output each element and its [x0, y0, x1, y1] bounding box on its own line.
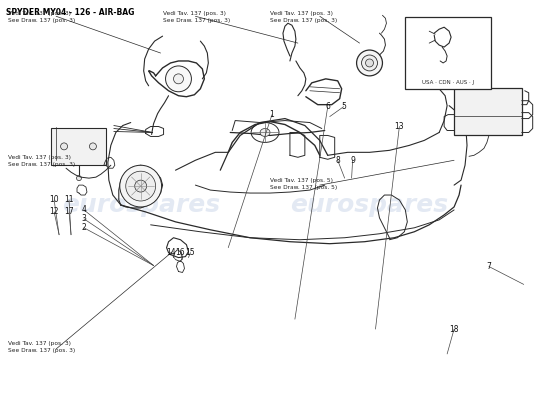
Text: 11: 11	[64, 196, 74, 204]
Ellipse shape	[361, 55, 377, 71]
Ellipse shape	[76, 176, 81, 181]
Text: eurospares: eurospares	[290, 193, 449, 217]
Text: Vedi Tav. 137 (pos. 3)
See Draw. 137 (pos. 3): Vedi Tav. 137 (pos. 3) See Draw. 137 (po…	[8, 155, 75, 167]
Bar	[454, 88, 522, 136]
Ellipse shape	[120, 165, 162, 207]
Text: Vedi Tav. 137 (pos. 3)
See Draw. 137 (pos. 3): Vedi Tav. 137 (pos. 3) See Draw. 137 (po…	[8, 341, 75, 353]
Text: 1: 1	[270, 110, 274, 119]
Ellipse shape	[260, 128, 270, 136]
Text: 9: 9	[350, 156, 355, 165]
Text: 17: 17	[64, 208, 74, 216]
Text: 5: 5	[341, 102, 346, 111]
Text: 14: 14	[166, 248, 175, 257]
Text: 7: 7	[487, 262, 491, 271]
Ellipse shape	[173, 74, 184, 84]
Text: SPYDER MY04 - 126 - AIR-BAG: SPYDER MY04 - 126 - AIR-BAG	[7, 8, 135, 17]
Text: 12: 12	[50, 208, 59, 216]
Text: 13: 13	[394, 122, 404, 131]
Ellipse shape	[166, 66, 191, 92]
Text: 18: 18	[449, 324, 459, 334]
Ellipse shape	[356, 50, 382, 76]
Text: 8: 8	[336, 156, 340, 165]
Text: 3: 3	[81, 214, 86, 223]
Text: Vedi Tav. 137 (pos. 3)
See Draw. 137 (pos. 3): Vedi Tav. 137 (pos. 3) See Draw. 137 (po…	[270, 11, 337, 23]
Text: USA · CDN · AUS · J: USA · CDN · AUS · J	[422, 80, 474, 85]
Text: 6: 6	[325, 102, 330, 111]
Ellipse shape	[126, 171, 156, 201]
Text: 10: 10	[50, 196, 59, 204]
Text: Vedi Tav. 137 (pos. 5)
See Draw. 137 (pos. 5): Vedi Tav. 137 (pos. 5) See Draw. 137 (po…	[270, 178, 337, 190]
Text: Vedi Tav. 137 (pos. 3)
See Draw. 137 (pos. 3): Vedi Tav. 137 (pos. 3) See Draw. 137 (po…	[163, 11, 230, 23]
Text: 2: 2	[81, 223, 86, 232]
Ellipse shape	[90, 143, 96, 150]
Bar	[405, 17, 491, 89]
Text: 4: 4	[81, 206, 86, 214]
Text: Vedi Tav. 137 (pos. 3)
See Draw. 137 (pos. 3): Vedi Tav. 137 (pos. 3) See Draw. 137 (po…	[8, 11, 75, 23]
Ellipse shape	[366, 59, 373, 67]
Ellipse shape	[135, 180, 147, 192]
Text: eurospares: eurospares	[62, 193, 220, 217]
Ellipse shape	[60, 143, 68, 150]
Text: 15: 15	[185, 248, 195, 257]
Text: 16: 16	[175, 248, 185, 257]
Bar	[51, 128, 106, 165]
